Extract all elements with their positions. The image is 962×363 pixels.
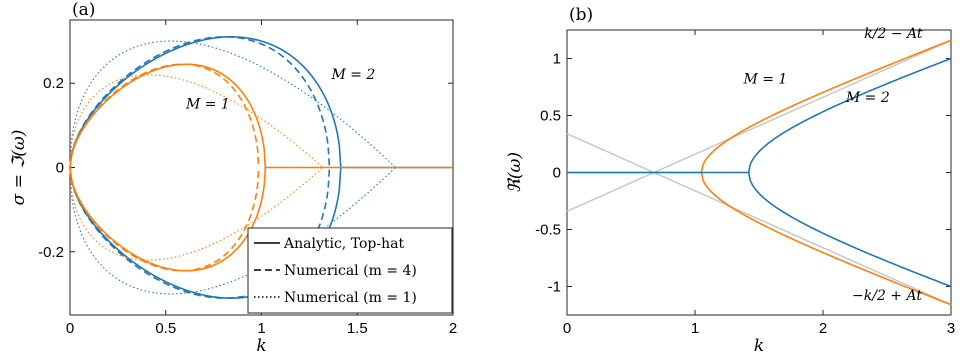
- series-M2-numerical_m4-lower: [69, 167, 331, 299]
- series-M2-numerical_m1-upper: [69, 40, 396, 168]
- asymptote-upper: [566, 39, 952, 212]
- panel-b-xtick-label: 1: [691, 320, 699, 337]
- panel-a-xtick-label: 1.5: [347, 320, 368, 337]
- panel-b-xtick-label: 3: [947, 320, 955, 337]
- panel-a-xtick-label: 1: [257, 320, 265, 337]
- series-M2-lower: [747, 172, 952, 288]
- panel-a-xtick-label: 0.5: [155, 320, 176, 337]
- series-M2-analytic-upper: [69, 36, 342, 168]
- panel-b-annotation: k/2 − At: [864, 26, 923, 42]
- panel-b-xtick-label: 0: [563, 320, 571, 337]
- panel-a-xtick-label: 2: [449, 320, 457, 337]
- panel-a-ytick-label: -0.2: [38, 244, 64, 261]
- series-M1-numerical_m1-upper: [69, 74, 324, 168]
- panel-b-xlabel: k: [754, 336, 764, 356]
- panel-a-legend: Analytic, Top-hat Numerical (m = 4) Numeri…: [247, 227, 453, 314]
- series-M1-analytic-upper: [69, 63, 267, 168]
- panel-b-xtick-label: 2: [819, 320, 827, 337]
- panel-b-annotation: −k/2 + At: [852, 288, 922, 304]
- panel-a-ytick-label: 0: [56, 160, 64, 177]
- series-M1-lower: [700, 172, 952, 306]
- panel-a-annotation: M = 1: [185, 97, 230, 113]
- panel-a-ylabel: σ = ℑ(ω): [9, 130, 29, 206]
- panel-b-annotation: M = 1: [742, 72, 787, 88]
- panel-b-ytick-label: 0.5: [540, 108, 561, 125]
- panel-b-annotation: M = 2: [845, 90, 890, 106]
- panel-b-ytick-label: -0.5: [535, 222, 561, 239]
- panel-a-annotation: M = 2: [330, 67, 375, 83]
- legend-box: [247, 227, 453, 314]
- panel-a-xlabel: k: [256, 336, 266, 356]
- series-M1-analytic-lower: [69, 167, 267, 272]
- panel-a-label: (a): [72, 0, 95, 20]
- panel-b-ytick-label: -1: [548, 279, 561, 296]
- panel-a: 0 0.5 1 1.5 2 -0.2 0 0.2 k σ = ℑ(ω) (a) M = 1 M = 2 A…: [9, 0, 457, 356]
- panel-b-ytick-label: 0: [553, 165, 561, 182]
- panel-a-xtick-label: 0: [66, 320, 74, 337]
- legend-entry: Numerical (m = 1): [284, 290, 417, 306]
- panel-b-ytick-label: 1: [553, 51, 561, 68]
- legend-entry: Numerical (m = 4): [284, 263, 417, 279]
- legend-entry: Analytic, Top-hat: [283, 236, 404, 252]
- panel-b-ylabel: ℜ(ω): [505, 152, 525, 193]
- panel-b-label: (b): [569, 5, 593, 25]
- series-M1-upper: [700, 39, 952, 173]
- series-M2-numerical_m4-upper: [69, 36, 331, 168]
- panel-a-ytick-label: 0.2: [43, 75, 64, 92]
- panel-b: 0 1 2 3 -1 -0.5 0 0.5 1 k ℜ(ω) (b) k/2 − At M = 1 M = …: [505, 5, 955, 356]
- asymptote-lower: [566, 133, 952, 306]
- series-M2-upper: [747, 57, 952, 173]
